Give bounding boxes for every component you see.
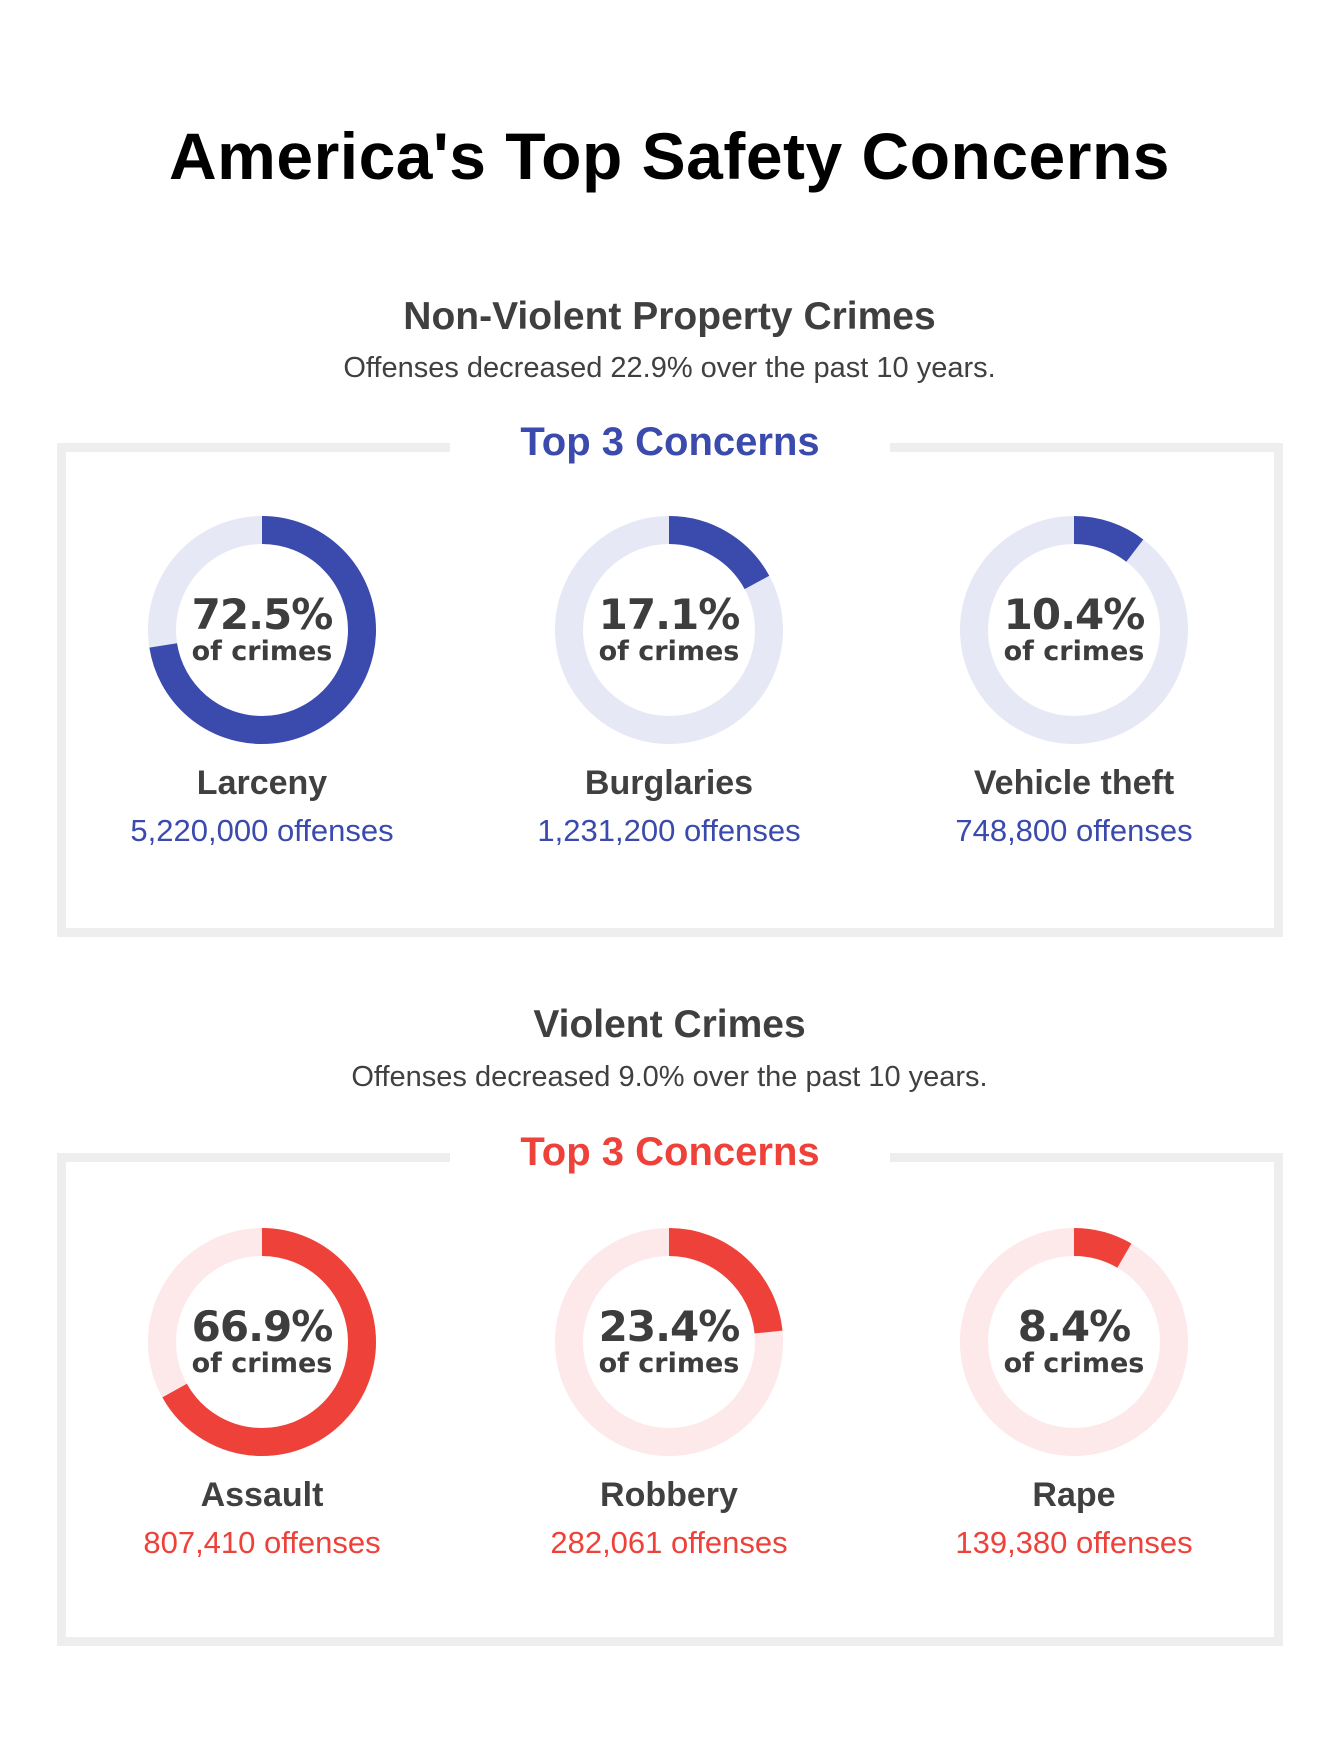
offense-count: 139,380 offenses	[955, 1525, 1193, 1560]
section-title-property: Non-Violent Property Crimes	[403, 295, 936, 338]
crime-name: Robbery	[600, 1476, 738, 1514]
donut-item: 8.4% of crimes Rape 139,380 offenses	[894, 1228, 1254, 1561]
percent-value: 66.9%	[191, 1302, 334, 1351]
percent-value: 72.5%	[191, 590, 334, 639]
crime-name: Rape	[1032, 1476, 1116, 1514]
donut-ring	[555, 1228, 783, 1456]
percent-caption: of crimes	[1003, 636, 1145, 667]
box-label-violent: Top 3 Concerns	[450, 1130, 890, 1175]
percent-value: 10.4%	[1003, 590, 1146, 639]
offense-count: 1,231,200 offenses	[537, 813, 801, 848]
offense-count: 748,800 offenses	[955, 813, 1193, 848]
percent-caption: of crimes	[191, 636, 333, 667]
donut-item: 23.4% of crimes Robbery 282,061 offenses	[489, 1228, 849, 1561]
percent-value: 8.4%	[1017, 1302, 1131, 1351]
donut-ring	[555, 516, 783, 744]
donut-chart: 17.1% of crimes	[555, 516, 783, 744]
percent-caption: of crimes	[598, 636, 740, 667]
page-title: America's Top Safety Concerns	[169, 119, 1170, 193]
crime-name: Burglaries	[584, 764, 754, 802]
section-subtitle-property: Offenses decreased 22.9% over the past 1…	[343, 352, 996, 384]
donut-chart: 8.4% of crimes	[960, 1228, 1188, 1456]
donut-ring	[148, 1228, 376, 1456]
percent-caption: of crimes	[598, 1348, 740, 1379]
percent-caption: of crimes	[191, 1348, 333, 1379]
crime-name: Vehicle theft	[973, 764, 1175, 802]
offense-count: 5,220,000 offenses	[130, 813, 394, 848]
offense-count: 807,410 offenses	[143, 1525, 381, 1560]
offense-count: 282,061 offenses	[550, 1525, 788, 1560]
crime-name: Assault	[200, 1476, 324, 1514]
donut-ring	[960, 516, 1188, 744]
donut-chart: 23.4% of crimes	[555, 1228, 783, 1456]
donut-ring	[960, 1228, 1188, 1456]
percent-value: 17.1%	[598, 590, 741, 639]
donut-item: 66.9% of crimes Assault 807,410 offenses	[82, 1228, 442, 1561]
donut-chart: 10.4% of crimes	[960, 516, 1188, 744]
section-title-violent: Violent Crimes	[533, 1003, 806, 1046]
percent-caption: of crimes	[1003, 1348, 1145, 1379]
donut-ring	[148, 516, 376, 744]
donut-item: 10.4% of crimes Vehicle theft 748,800 offen…	[894, 516, 1254, 849]
donut-chart: 66.9% of crimes	[148, 1228, 376, 1456]
percent-value: 23.4%	[598, 1302, 741, 1351]
donut-chart: 72.5% of crimes	[148, 516, 376, 744]
box-label-property: Top 3 Concerns	[450, 420, 890, 465]
section-subtitle-violent: Offenses decreased 9.0% over the past 10…	[351, 1061, 988, 1093]
donut-item: 72.5% of crimes Larceny 5,220,000 offenses	[82, 516, 442, 849]
donut-item: 17.1% of crimes Burglaries 1,231,200 offens…	[489, 516, 849, 849]
crime-name: Larceny	[196, 764, 328, 802]
